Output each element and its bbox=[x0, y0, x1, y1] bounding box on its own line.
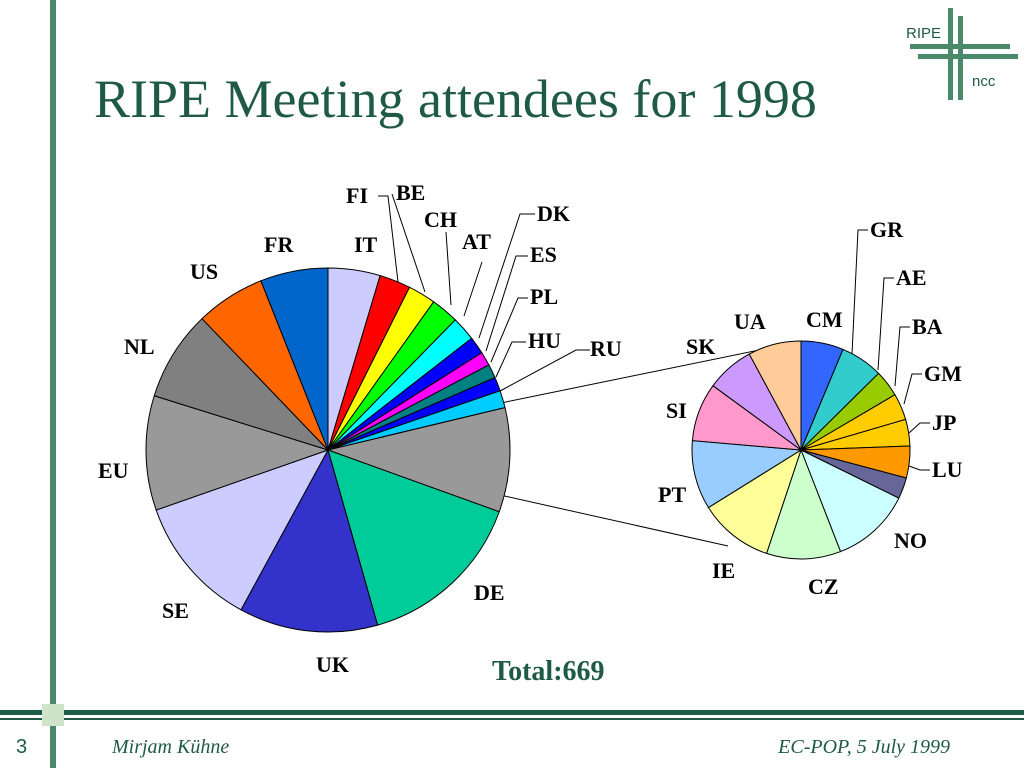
label-no: NO bbox=[894, 528, 927, 553]
slice-eu bbox=[145, 395, 330, 511]
leader-gm bbox=[903, 373, 922, 405]
label-ru: RU bbox=[590, 336, 622, 361]
footer-rule-thin bbox=[0, 718, 1024, 720]
label-sk: SK bbox=[686, 334, 715, 359]
label-pt: PT bbox=[658, 482, 686, 507]
label-uk: UK bbox=[316, 652, 349, 677]
label-nl: NL bbox=[124, 334, 155, 359]
label-pl: PL bbox=[530, 284, 558, 309]
leader-lu bbox=[908, 465, 930, 471]
slide-title: RIPE Meeting attendees for 1998 bbox=[94, 69, 817, 129]
slice-de bbox=[327, 449, 500, 626]
leader-be bbox=[391, 193, 426, 293]
slice-cz bbox=[765, 448, 842, 560]
connector-top bbox=[495, 348, 765, 405]
slice-ie bbox=[707, 448, 802, 555]
total-label: Total:669 bbox=[492, 656, 605, 687]
label-se: SE bbox=[162, 598, 189, 623]
label-it: IT bbox=[354, 232, 378, 257]
leader-ba bbox=[894, 326, 910, 387]
slice-nl bbox=[153, 317, 329, 451]
label-cz: CZ bbox=[808, 574, 839, 599]
label-lu: LU bbox=[932, 457, 963, 482]
label-cm: CM bbox=[806, 307, 843, 332]
slice-uk bbox=[240, 448, 379, 633]
slice-ua bbox=[748, 340, 802, 451]
slice-fr bbox=[260, 267, 329, 451]
label-si: SI bbox=[666, 398, 687, 423]
leader-ae bbox=[877, 277, 894, 371]
label-hu: HU bbox=[528, 328, 561, 353]
leader-es bbox=[485, 255, 528, 352]
footer-rule bbox=[0, 710, 1024, 715]
leader-hu bbox=[495, 341, 526, 378]
leader-fi bbox=[378, 195, 399, 283]
page-number: 3 bbox=[16, 736, 28, 758]
svg-text:RIPE: RIPE bbox=[906, 25, 941, 42]
label-be: BE bbox=[396, 180, 425, 205]
label-fi: FI bbox=[346, 183, 368, 208]
label-ae: AE bbox=[896, 265, 927, 290]
accent-square bbox=[42, 704, 64, 726]
label-eu: EU bbox=[98, 458, 129, 483]
leader-pl bbox=[490, 297, 528, 363]
slice-other bbox=[326, 407, 511, 513]
leader-jp bbox=[908, 422, 930, 434]
leader-ru bbox=[499, 349, 590, 392]
leader-dk bbox=[478, 213, 535, 339]
leader-at bbox=[463, 261, 483, 317]
label-ie: IE bbox=[712, 558, 735, 583]
leader-ch bbox=[445, 231, 452, 306]
pie-other-breakdown: CM GR AE BA GM JP LU NO CZ IE PT SI SK UA bbox=[658, 217, 963, 599]
left-accent-bar bbox=[50, 0, 56, 768]
label-gm: GM bbox=[924, 361, 962, 386]
leader-gr bbox=[851, 229, 868, 355]
connector-bottom bbox=[499, 494, 729, 547]
label-ba: BA bbox=[912, 314, 943, 339]
label-ua: UA bbox=[734, 309, 766, 334]
label-us: US bbox=[190, 259, 218, 284]
label-de: DE bbox=[474, 580, 505, 605]
footer-event: EC-POP, 5 July 1999 bbox=[778, 736, 950, 758]
ripe-ncc-logo: RIPE ncc bbox=[906, 8, 1018, 100]
footer-author: Mirjam Kühne bbox=[112, 736, 230, 758]
label-gr: GR bbox=[870, 217, 904, 242]
label-ch: CH bbox=[424, 207, 457, 232]
label-jp: JP bbox=[932, 410, 956, 435]
label-at: AT bbox=[462, 229, 491, 254]
slice-se bbox=[155, 449, 330, 611]
label-es: ES bbox=[530, 242, 557, 267]
label-fr: FR bbox=[264, 232, 294, 257]
svg-text:ncc: ncc bbox=[972, 73, 996, 90]
slice-no bbox=[800, 448, 900, 553]
slice-pt bbox=[691, 440, 803, 509]
label-dk: DK bbox=[537, 201, 570, 226]
